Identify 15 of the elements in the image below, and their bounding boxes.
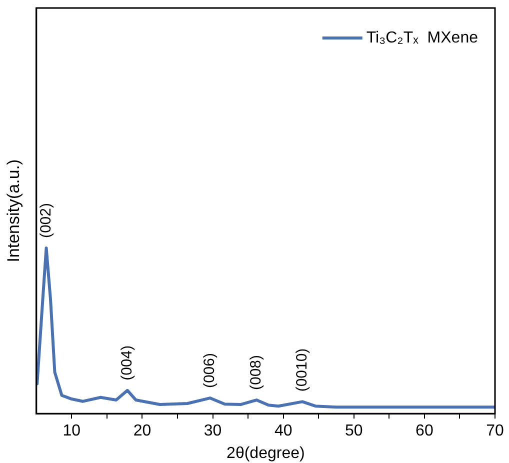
annotation: (0010) — [294, 348, 311, 392]
x-tick-label: 20 — [133, 422, 152, 440]
x-tick-label: 10 — [62, 422, 81, 440]
x-tick-label: 50 — [344, 422, 363, 440]
x-tick-label: 30 — [204, 422, 222, 440]
legend-label: Ti₃C₂Tₓ MXene — [366, 29, 478, 46]
x-tick-label: 60 — [416, 422, 434, 440]
annotation: (008) — [248, 354, 265, 390]
y-axis-title: Intensity(a.u.) — [4, 159, 23, 262]
x-axis-title: 2θ(degree) — [226, 444, 305, 462]
annotation: (006) — [201, 353, 218, 388]
annotation: (002) — [37, 203, 54, 238]
x-tick-label: 70 — [486, 422, 504, 440]
annotation: (004) — [118, 345, 136, 380]
x-tick-label: 40 — [274, 422, 292, 440]
